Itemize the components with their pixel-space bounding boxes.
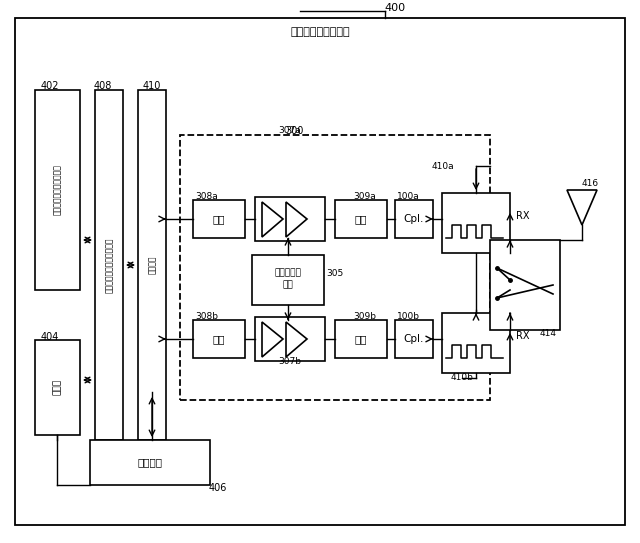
Text: 309b: 309b [353,312,376,320]
Text: 制御: 制御 [283,281,293,289]
Bar [490,240,560,330]
Bar [442,193,510,253]
Text: 送受信機: 送受信機 [147,256,157,274]
Polygon shape [262,322,283,357]
Text: 307b: 307b [278,357,301,367]
Text: 406: 406 [209,483,227,493]
Text: 416: 416 [581,179,598,187]
Bar [35,340,80,435]
Text: 整合: 整合 [212,214,225,224]
Text: 307a: 307a [278,125,301,135]
Bar [180,135,490,400]
Text: 309a: 309a [354,192,376,200]
Text: 整合: 整合 [355,334,367,344]
Text: 300: 300 [286,126,304,136]
Text: ベースバンドサブシステム: ベースバンドサブシステム [104,237,113,293]
Bar [395,200,433,238]
Text: メモリ: メモリ [52,379,61,395]
Bar [252,255,324,305]
Text: 整合: 整合 [355,214,367,224]
Bar [255,197,325,241]
Text: 305: 305 [326,268,344,277]
Text: 408: 408 [94,81,112,91]
Bar [193,200,245,238]
Text: 100b: 100b [397,312,419,320]
Polygon shape [262,202,283,237]
Bar [442,313,510,373]
Bar [193,320,245,358]
Text: RX: RX [516,211,530,221]
Text: 400: 400 [385,3,406,13]
Polygon shape [286,202,307,237]
Text: ワイヤレスデバイス: ワイヤレスデバイス [290,27,350,37]
Bar [35,90,80,290]
Text: 100a: 100a [397,192,419,200]
Bar [90,440,210,485]
Bar [95,90,123,440]
Bar [335,320,387,358]
Bar [255,317,325,361]
Text: RX: RX [516,331,530,341]
Text: Cpl.: Cpl. [404,334,424,344]
Polygon shape [286,322,307,357]
Text: 410: 410 [143,81,161,91]
Text: 410a: 410a [432,161,454,171]
Polygon shape [567,190,597,225]
Bar [138,90,166,440]
Bar [335,200,387,238]
Text: 410b: 410b [451,374,474,382]
Text: 電力管理: 電力管理 [138,457,163,467]
Text: 404: 404 [41,332,59,342]
Text: 414: 414 [540,329,557,338]
Text: 308b: 308b [195,312,218,320]
Text: 402: 402 [41,81,60,91]
Text: Cpl.: Cpl. [404,214,424,224]
Bar [395,320,433,358]
Text: ユーザインターフェース: ユーザインターフェース [52,165,61,216]
Text: 308a: 308a [196,192,218,200]
Text: バイアス／: バイアス／ [275,268,301,277]
Text: 整合: 整合 [212,334,225,344]
